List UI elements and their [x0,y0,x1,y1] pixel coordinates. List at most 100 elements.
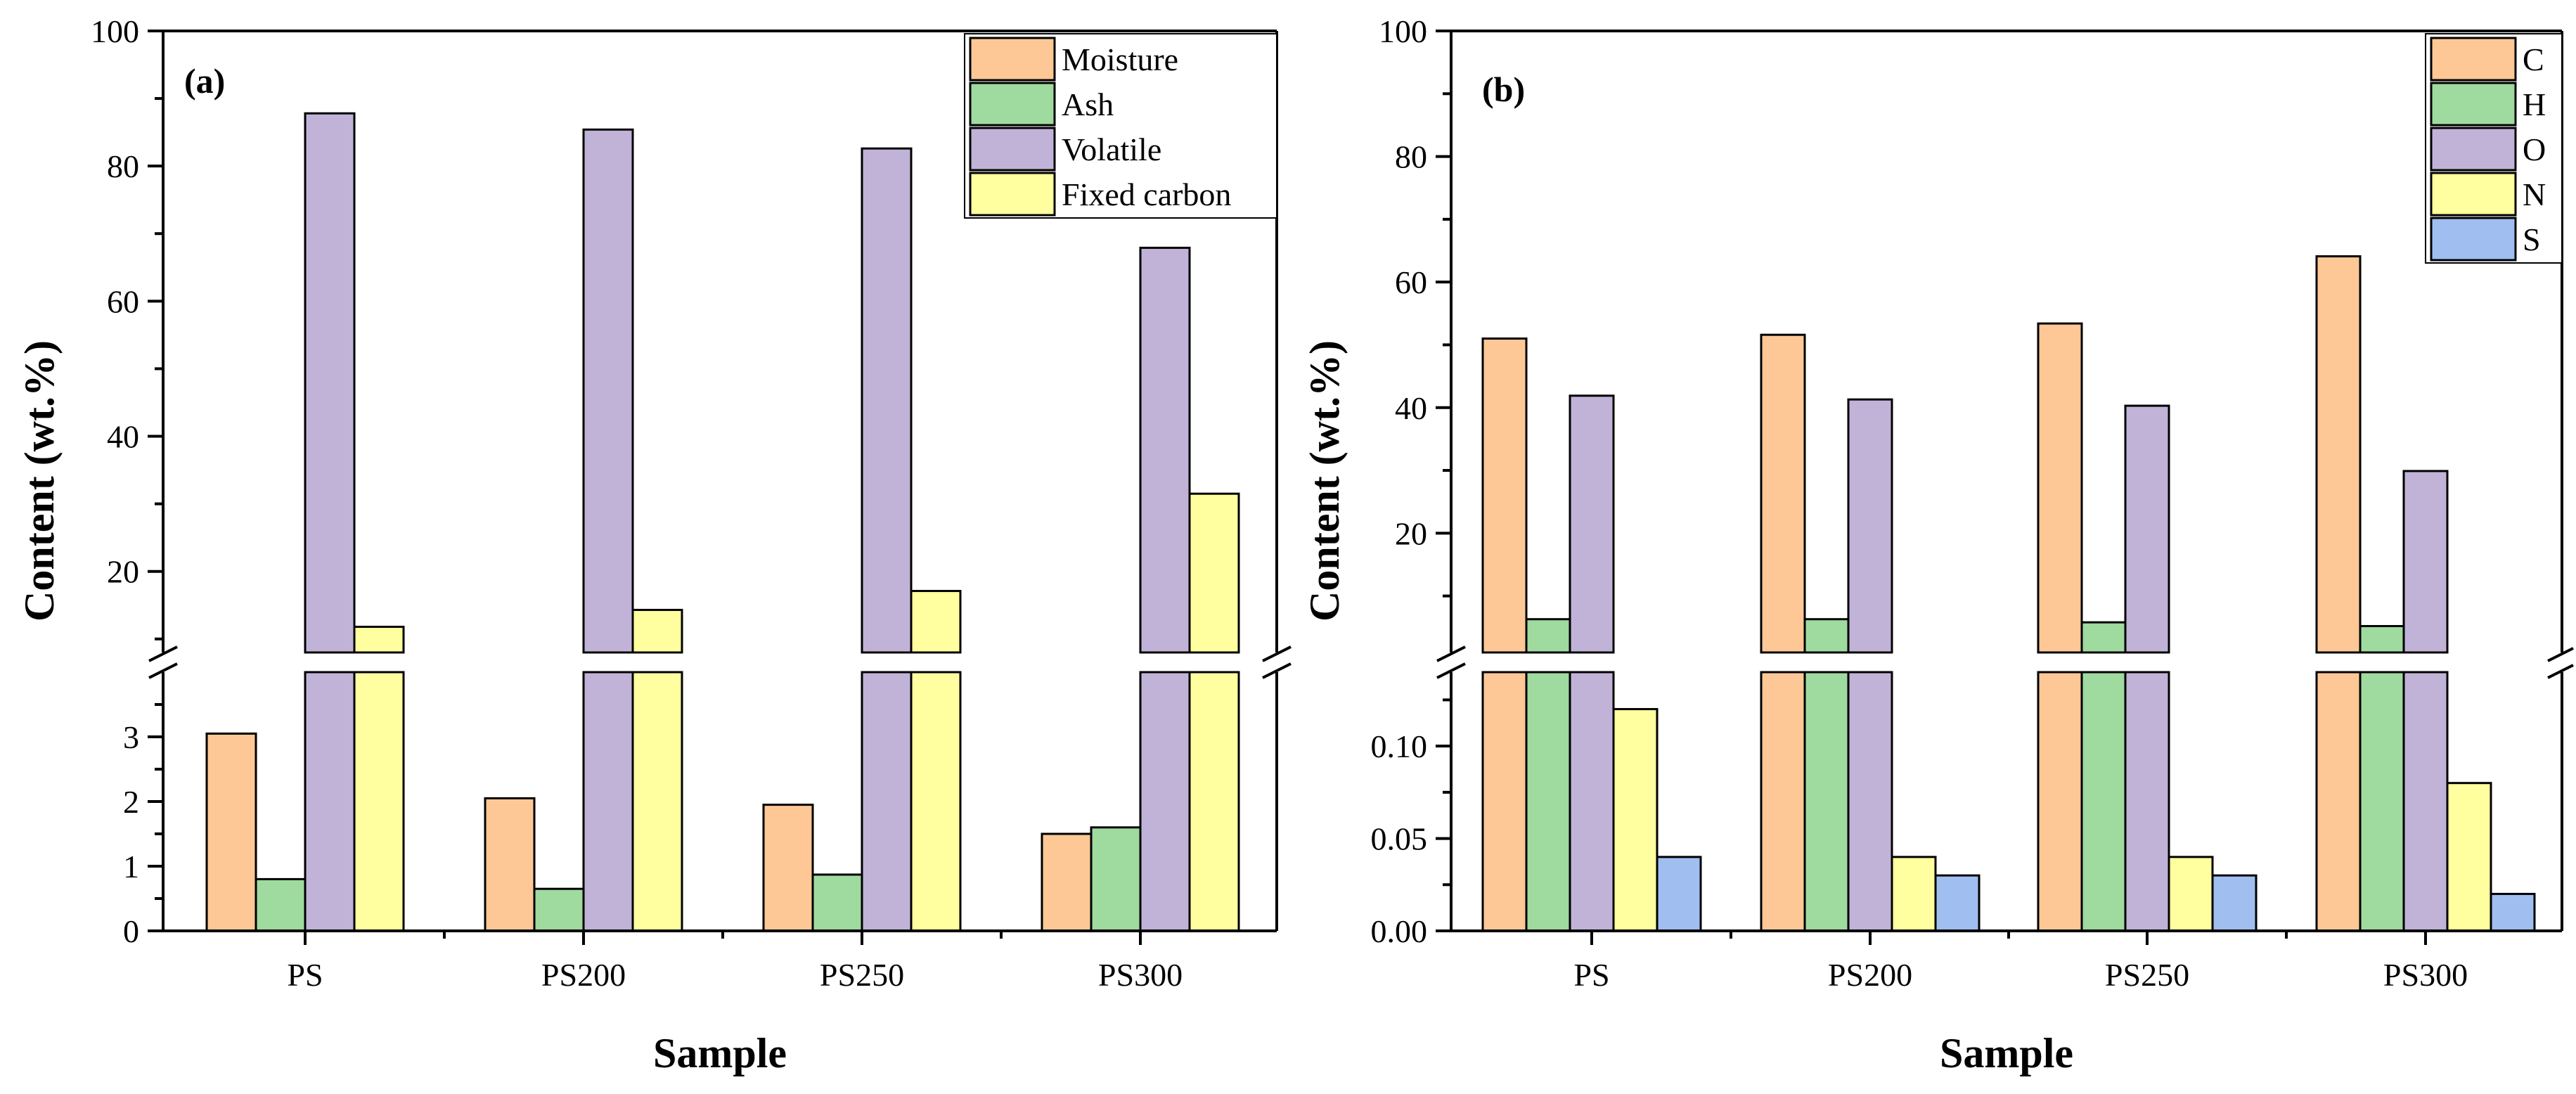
bar-a-ps250-moisture [762,804,814,932]
bar-b-ps250-c-lower [2037,671,2083,932]
bar-b-ps300-o [2402,470,2449,654]
y-tick-label-upper-b-3: 80 [1395,139,1427,175]
legend-swatch-b-n [2430,172,2517,217]
panel-a-legend: Moisture Ash Volatile Fixed carbon [964,33,1277,219]
legend-swatch-a-ash [969,82,1056,127]
bar-a-ps200-fixed-carbon [631,608,683,654]
legend-swatch-a-volatile [969,127,1056,172]
bar-a-ps250-volatile [861,147,913,654]
bar-a-ps300-fixed-carbon [1188,492,1240,654]
x-tick-label-b-ps200: PS200 [1828,957,1912,993]
panel-a-axis-break-marks [148,645,1292,679]
bar-b-ps200-h [1803,618,1850,654]
legend-label-a-ash: Ash [1062,86,1114,122]
bar-a-ps300-volatile [1139,246,1191,654]
bar-b-ps200-s [1934,874,1981,932]
bar-a-ps-fixed-carbon-lower [353,671,405,932]
bar-a-ps250-fixed-carbon-lower [910,671,962,932]
bar-b-ps300-h-lower [2359,671,2405,932]
y-tick-label-lower-b-2: 0.10 [1371,728,1428,764]
bar-a-ps200-volatile-lower [582,671,634,932]
panel-a-ticks: 0 1 2 3 20 40 60 80 100 PS PS200 PS250 PS300 [91,13,1183,993]
legend-label-b-n: N [2523,176,2546,212]
bar-b-ps300-o-lower [2402,671,2449,932]
bar-a-ps200-moisture [484,797,536,932]
bar-b-ps250-h-lower [2080,671,2127,932]
bar-b-ps250-o-lower [2124,671,2170,932]
legend-swatch-b-h [2430,82,2517,127]
bar-b-ps-h [1525,618,1571,654]
bar-b-ps250-n [2168,856,2214,932]
bar-b-ps200-c-lower [1760,671,1806,932]
y-tick-label-lower-a-2: 2 [123,784,139,820]
panel-b-bars [1481,255,2536,932]
bar-a-ps200-ash [533,887,585,932]
bar-a-ps200-volatile [582,128,634,654]
legend-swatch-b-s [2430,217,2517,262]
x-tick-label-a-ps300: PS300 [1098,957,1183,993]
bar-b-ps200-o-lower [1847,671,1893,932]
y-tick-label-lower-a-1: 1 [123,849,139,884]
y-tick-label-upper-b-4: 100 [1379,13,1427,49]
bar-b-ps250-o [2124,404,2170,654]
panel-b-x-axis-title: Sample [1940,1030,2073,1076]
bar-b-ps300-s [2490,892,2536,932]
panel-a: 0 1 2 3 20 40 60 80 100 PS PS200 PS250 PS300 (a) Sam… [16,13,1308,1076]
legend-label-a-fixed-carbon: Fixed carbon [1062,176,1231,212]
x-tick-label-b-ps300: PS300 [2383,957,2468,993]
legend-swatch-b-c [2430,37,2517,82]
bar-b-ps-s [1656,856,1702,932]
legend-label-b-c: C [2523,41,2544,77]
x-tick-label-a-ps: PS [287,957,323,993]
bar-a-ps300-moisture [1041,832,1093,932]
bar-a-ps250-volatile-lower [861,671,913,932]
bar-b-ps250-c [2037,322,2083,654]
y-tick-label-upper-a-0: 20 [107,554,139,590]
x-tick-label-b-ps: PS [1573,957,1609,993]
panel-b-y-axis-title: Content (wt.%) [1301,340,1348,622]
panel-a-label: (a) [184,61,225,101]
bar-a-ps300-fixed-carbon-lower [1188,671,1240,932]
bar-b-ps-c [1481,337,1528,654]
bar-b-ps-o [1569,394,1615,654]
panel-b-ticks: 0.00 0.05 0.10 20 40 60 80 100 PS PS200 PS250 PS300 [1371,13,2468,993]
y-tick-label-upper-a-1: 40 [107,419,139,455]
legend-label-b-s: S [2523,221,2541,257]
y-tick-label-lower-b-1: 0.05 [1371,821,1428,857]
bar-a-ps-moisture [205,732,257,932]
panel-a-axis-break-band [127,655,1308,669]
bar-b-ps250-h [2080,621,2127,654]
panel-a-y-axis-title: Content (wt.%) [16,340,63,622]
legend-label-b-o: O [2523,131,2546,167]
bar-b-ps-n [1612,708,1659,932]
bar-a-ps250-fixed-carbon [910,590,962,654]
bar-b-ps-h-lower [1525,671,1571,932]
y-tick-label-lower-a-3: 3 [123,719,139,755]
panel-b-axis-break-marks [1436,645,2574,679]
legend-swatch-a-moisture [969,37,1056,82]
bar-b-ps250-s [2211,874,2258,932]
bar-a-ps-ash [255,877,307,932]
y-tick-label-upper-b-2: 60 [1395,264,1427,300]
x-tick-label-a-ps250: PS250 [820,957,904,993]
panel-b-label: (b) [1482,70,1525,109]
x-tick-label-a-ps200: PS200 [541,957,626,993]
bar-b-ps200-o [1847,398,1893,654]
bar-a-ps250-ash [811,873,863,932]
panel-b-axis-break-band [1415,655,2575,669]
legend-label-a-moisture: Moisture [1062,41,1178,77]
panel-a-x-axis-title: Sample [653,1030,787,1076]
bar-b-ps-c-lower [1481,671,1528,932]
panel-a-bars [205,112,1240,932]
panel-b: 0.00 0.05 0.10 20 40 60 80 100 PS PS200 PS250 PS300… [1301,13,2575,1076]
bar-a-ps300-ash [1090,826,1142,932]
y-tick-label-lower-a-0: 0 [123,913,139,949]
legend-label-a-volatile: Volatile [1062,131,1161,167]
y-tick-label-upper-a-3: 80 [107,148,139,184]
bar-b-ps300-n [2446,782,2492,932]
bar-a-ps-volatile [304,112,356,654]
bar-b-ps200-c [1760,333,1806,654]
legend-swatch-a-fixed-carbon [969,172,1056,217]
bar-b-ps200-h-lower [1803,671,1850,932]
